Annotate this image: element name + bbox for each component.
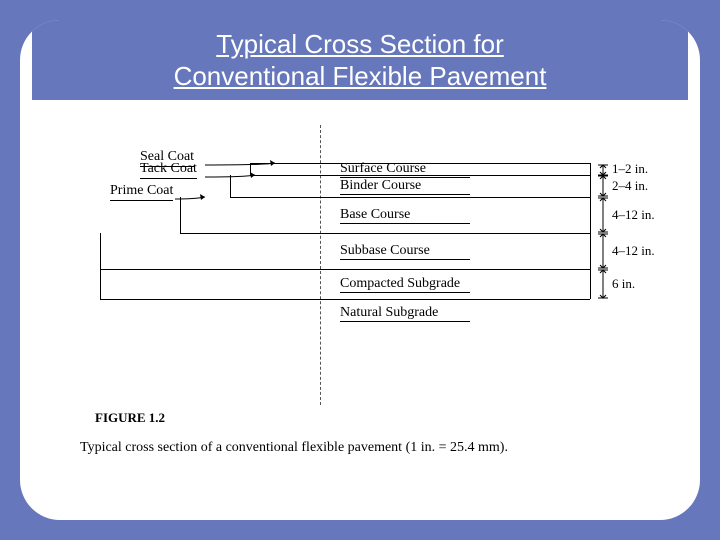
layer-thickness: 4–12 in. <box>612 243 655 259</box>
slide-title: Typical Cross Section forConventional Fl… <box>174 28 547 93</box>
layer-name: Compacted Subgrade <box>340 276 460 292</box>
title-bar: Typical Cross Section forConventional Fl… <box>32 20 688 100</box>
layer-right-edge <box>590 233 591 269</box>
layer-boundary <box>100 299 590 300</box>
dimension-arrow <box>598 269 608 299</box>
figure-number: FIGURE 1.2 <box>95 410 165 426</box>
layer-name-underline <box>340 259 470 260</box>
layer-boundary <box>100 269 590 270</box>
layer-name: Subbase Course <box>340 243 430 259</box>
dimension-arrow <box>598 233 608 269</box>
layer-thickness: 6 in. <box>612 276 635 292</box>
cross-section-diagram: Surface Course1–2 in. Seal Coat Binder C… <box>50 125 670 480</box>
figure-caption: Typical cross section of a conventional … <box>80 440 508 456</box>
slide-card: Typical Cross Section forConventional Fl… <box>20 20 700 520</box>
layer-name-underline <box>340 292 470 293</box>
layer-left-edge <box>100 269 101 299</box>
layer-name: Natural Subgrade <box>340 305 438 321</box>
layer-right-edge <box>590 269 591 299</box>
layer-left-edge <box>100 233 101 269</box>
layer-name-underline <box>340 321 470 322</box>
